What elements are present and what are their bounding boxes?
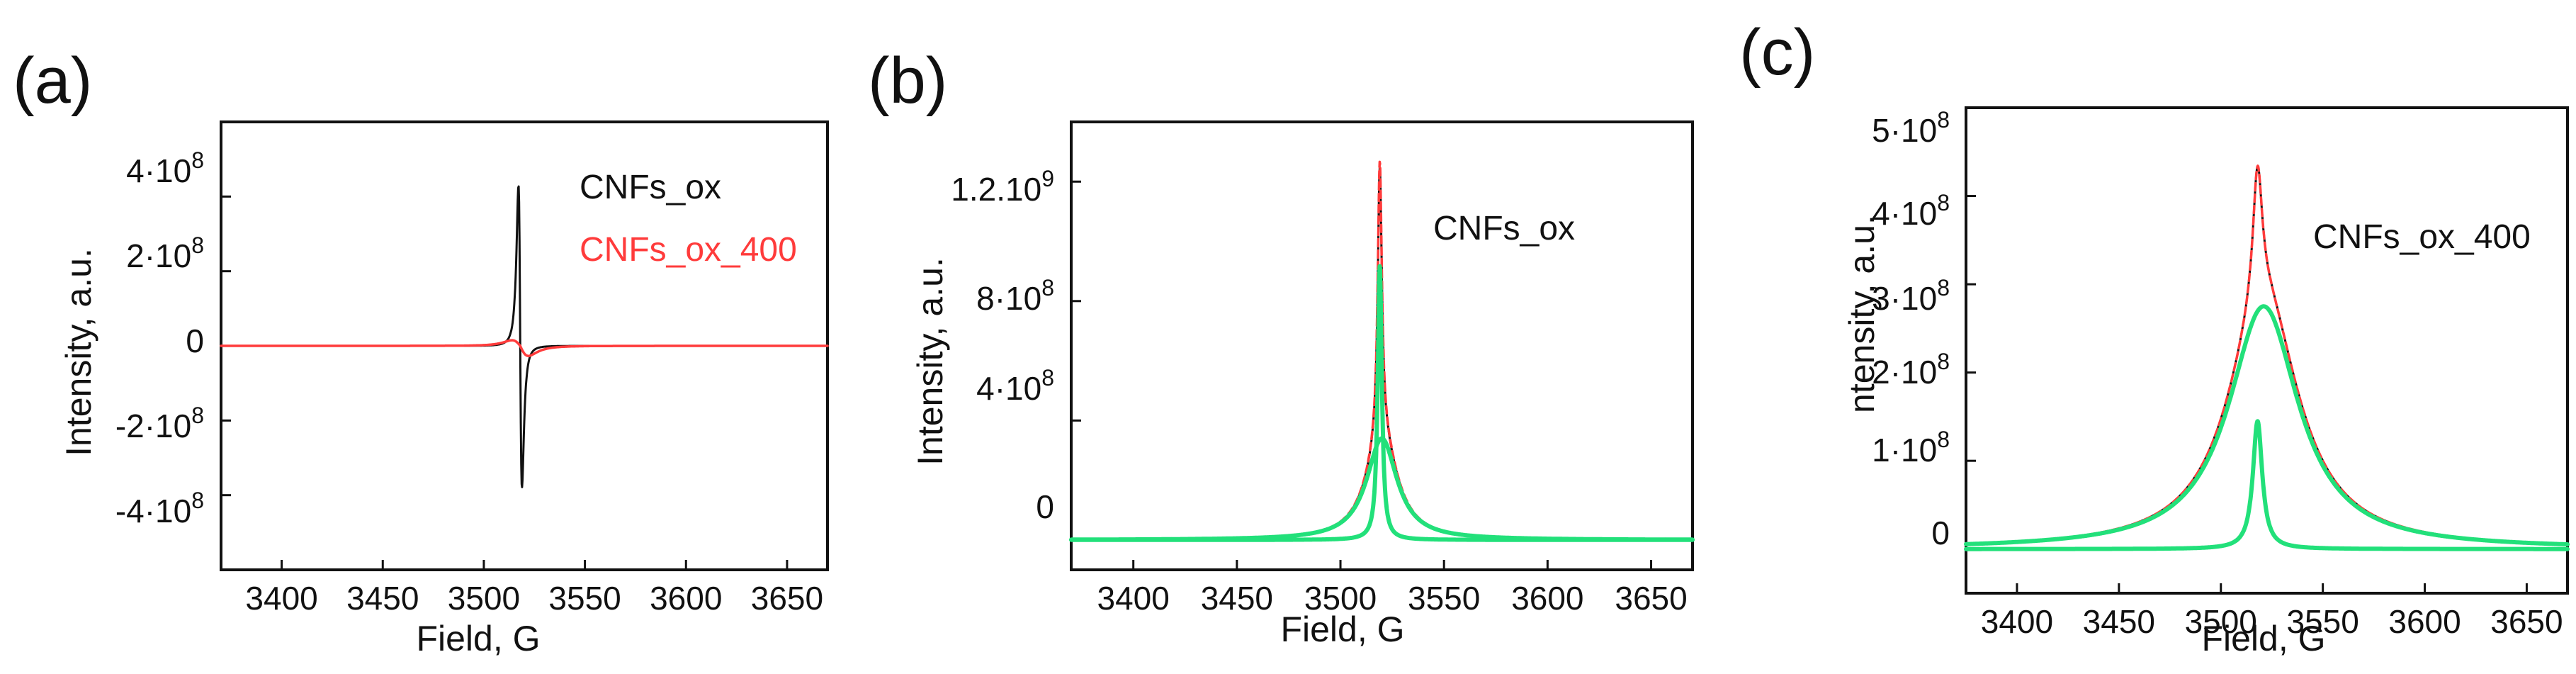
y-tick-label: 1.2.109 [951,166,1054,208]
panel-b-annotation: CNFs_ox [1433,210,1575,247]
panel-b-x-axis-title: Field, G [1280,610,1404,649]
panel-c-annotation: CNFs_ox_400 [2313,218,2531,256]
x-tick-label: 3450 [2083,603,2155,640]
x-tick-label: 3500 [2185,603,2257,640]
y-tick-label: 0 [1036,488,1054,525]
x-tick-label: 3550 [2286,603,2358,640]
x-tick-label: 3600 [1511,580,1583,617]
y-tick-label: 3·108 [1872,275,1950,317]
y-tick-label: 8·108 [976,275,1054,317]
y-tick-label: 2·108 [126,232,204,274]
panel-b-traces [1069,160,1695,542]
x-tick-label: 3600 [650,580,722,617]
x-tick-label: 3400 [1981,603,2053,640]
panel-c: (c) 3400 3450 3500 3550 3600 3650 5·108 4·108… [1739,16,2570,658]
x-tick-label: 3650 [751,580,823,617]
panel-a-y-axis: 4·108 2·108 0 -2·108 -4·108 [115,147,204,529]
panel-a-x-axis-title: Field, G [416,619,540,658]
panel-c-y-axis-title-clip: Intensity, a.u. [1842,215,1882,423]
panel-b-label: (b) [868,45,947,117]
panel-a-y-axis-title: Intensity, a.u. [59,248,98,456]
panel-c-y-axis-title: Intensity, a.u. [1842,215,1882,423]
x-tick-label: 3650 [2490,603,2563,640]
series-line-narrow-component [1069,264,1695,542]
panel-a: (a) 3400 3450 3500 3550 3600 3650 4·108 2·108… [13,45,829,658]
y-tick-label: 1·108 [1872,427,1950,468]
y-tick-label: 5·108 [1872,107,1950,149]
series-line-cnfs-ox-400 [220,339,829,357]
x-tick-label: 3450 [1201,580,1273,617]
legend-label-cnfs-ox: CNFs_ox [580,169,721,206]
y-tick-label: 4·108 [1872,190,1950,232]
y-tick-label: 4·108 [976,365,1054,407]
legend-label-cnfs-ox-400: CNFs_ox_400 [580,231,797,269]
x-tick-label: 3450 [346,580,419,617]
x-tick-label: 3400 [245,580,317,617]
panel-a-label: (a) [13,45,92,117]
x-tick-label: 3650 [1615,580,1687,617]
x-tick-label: 3600 [2388,603,2461,640]
y-tick-label: 0 [1931,515,1950,551]
panel-c-label: (c) [1739,16,1815,89]
x-tick-label: 3550 [548,580,621,617]
panel-b-y-axis-title: Intensity, a.u. [910,257,950,466]
panel-c-x-axis-title: Field, G [2201,619,2325,658]
x-tick-label: 3500 [1304,580,1377,617]
y-tick-label: -4·108 [115,488,204,529]
series-line-broad-component [1964,304,2570,547]
series-line-narrow-component [1964,419,2570,551]
panel-b-y-axis: 1.2.109 8·108 4·108 0 [951,166,1054,525]
panel-b: (b) 3400 3450 3500 3550 3600 3650 1.2.109 8·1… [868,45,1695,649]
x-tick-label: 3400 [1097,580,1170,617]
panel-c-x-axis: 3400 3450 3500 3550 3600 3650 [1966,106,2563,640]
y-tick-label: 0 [186,322,204,359]
panel-a-x-axis: 3400 3450 3500 3550 3600 3650 [221,195,823,617]
y-tick-label: 2·108 [1872,349,1950,391]
panel-c-plot-frame [1965,106,2569,595]
panel-b-x-axis: 3400 3450 3500 3550 3600 3650 [1071,180,1688,617]
x-tick-label: 3500 [448,580,520,617]
panel-c-y-axis: 5·108 4·108 3·108 2·108 1·108 0 [1872,107,1950,551]
panel-b-plot-frame [1070,120,1694,571]
y-tick-label: -2·108 [115,403,204,444]
panel-c-traces [1964,164,2570,551]
panel-a-traces [220,185,829,488]
x-tick-label: 3550 [1408,580,1480,617]
y-tick-label: 4·108 [126,147,204,189]
